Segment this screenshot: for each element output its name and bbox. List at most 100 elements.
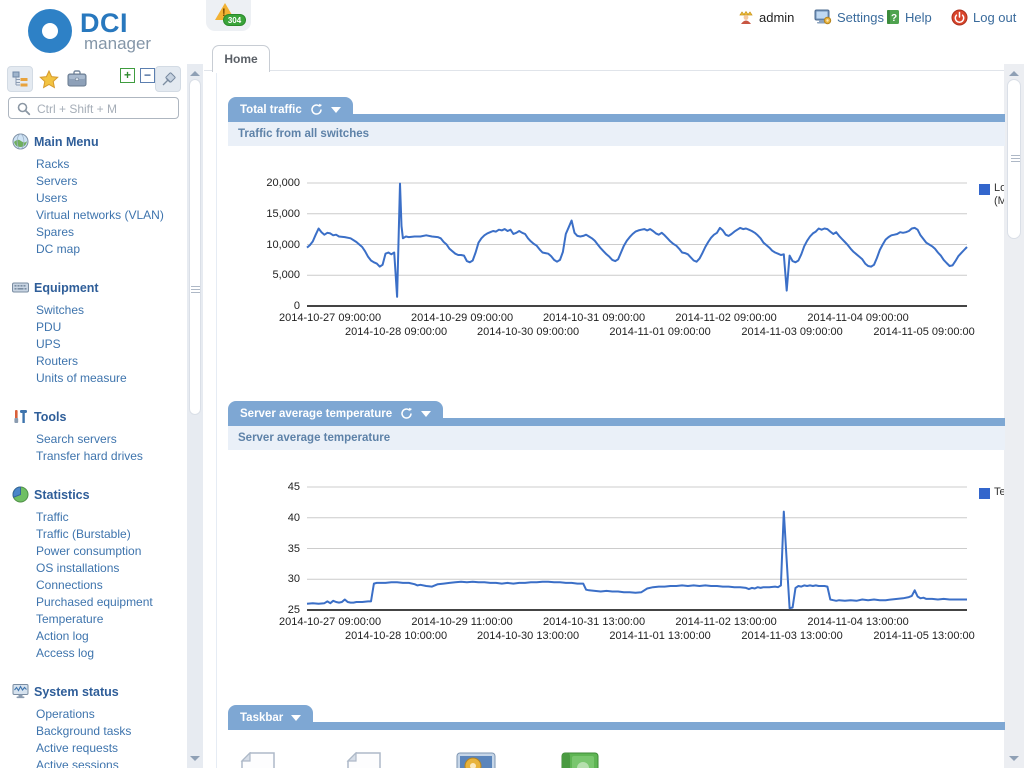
- y-axis-tick-label: 40: [287, 511, 300, 524]
- taskbar-item-document[interactable]: [346, 751, 382, 768]
- y-axis-tick-label: 5,000: [272, 269, 300, 282]
- document-icon: [240, 751, 275, 768]
- y-axis-tick-label: 45: [287, 481, 300, 493]
- sidebar-item[interactable]: Access log: [36, 646, 95, 660]
- sidebar-item[interactable]: Background tasks: [36, 724, 132, 738]
- briefcase-button[interactable]: [64, 66, 90, 92]
- total-traffic-panel-tab[interactable]: Total traffic: [228, 97, 353, 122]
- panel-dropdown-icon[interactable]: [330, 106, 341, 113]
- sidebar-scrollbar[interactable]: [187, 64, 203, 768]
- x-axis-tick-label: 2014-10-31 09:00:00: [543, 312, 646, 324]
- settings-link[interactable]: Settings: [814, 8, 884, 26]
- y-axis-tick-label: 35: [287, 542, 300, 555]
- x-axis-tick-label: 2014-10-27 09:00:00: [279, 616, 382, 628]
- settings-icon: [814, 9, 832, 25]
- sidebar-item[interactable]: Traffic (Burstable): [36, 527, 131, 541]
- server-average-temperature-plot: [306, 486, 967, 611]
- tree-view-button[interactable]: [7, 66, 33, 92]
- sidebar-item[interactable]: Routers: [36, 354, 79, 368]
- sidebar-item[interactable]: DC map: [36, 242, 81, 256]
- sidebar-item[interactable]: PDU: [36, 320, 62, 334]
- sidebar-item[interactable]: Users: [36, 191, 68, 205]
- x-axis-tick-label: 2014-10-31 13:00:00: [543, 616, 646, 628]
- quick-search-input[interactable]: Ctrl + Shift + M: [8, 97, 179, 119]
- sidebar-item[interactable]: UPS: [36, 337, 61, 351]
- sidebar-section-system-status[interactable]: System status: [0, 681, 186, 703]
- main-scroll-thumb[interactable]: [1007, 79, 1021, 239]
- admin-user-link[interactable]: admin: [738, 8, 794, 26]
- sidebar-section-equipment[interactable]: Equipment: [0, 277, 186, 299]
- chart-title: Server average temperature: [238, 432, 391, 444]
- sidebar-item[interactable]: Servers: [36, 174, 78, 188]
- sidebar-item[interactable]: Virtual networks (VLAN): [36, 208, 164, 222]
- tab-home[interactable]: Home: [212, 45, 270, 73]
- tree-icon: [12, 71, 27, 86]
- scroll-up-arrow-icon[interactable]: [1009, 71, 1019, 76]
- x-axis-tick-label: 2014-10-28 09:00:00: [345, 326, 448, 338]
- sidebar-section-main-menu[interactable]: Main Menu: [0, 131, 186, 153]
- logout-label: Log out: [973, 9, 1017, 25]
- sidebar-item[interactable]: Operations: [36, 707, 95, 721]
- sidebar-item[interactable]: Power consumption: [36, 544, 142, 558]
- sidebar-item[interactable]: Switches: [36, 303, 85, 317]
- expand-all-button[interactable]: +: [120, 68, 135, 83]
- refresh-icon[interactable]: [400, 407, 413, 420]
- server-average-temperature-line-series: [306, 510, 967, 610]
- pie-chart-icon: [12, 486, 29, 503]
- scroll-down-arrow-icon[interactable]: [1009, 756, 1019, 761]
- temperature-panel-bar: [228, 418, 1005, 426]
- sidebar-item[interactable]: Transfer hard drives: [36, 449, 143, 463]
- sidebar-item[interactable]: Racks: [36, 157, 70, 171]
- green-book-icon: [561, 752, 599, 768]
- scroll-down-arrow-icon[interactable]: [190, 756, 200, 761]
- section-statistics: Statistics Traffic Traffic (Burstable) Pow…: [0, 484, 186, 662]
- pin-menu-button[interactable]: [155, 66, 181, 92]
- sidebar-scroll-thumb[interactable]: [189, 79, 201, 415]
- monitor-icon: [12, 684, 29, 699]
- svg-text:?: ?: [891, 13, 897, 24]
- main-scrollbar[interactable]: [1004, 64, 1024, 768]
- temperature-subtitle-bar: Server average temperature: [228, 426, 1005, 450]
- panel-title: Total traffic: [240, 103, 302, 116]
- x-axis-tick-label: 2014-11-05 09:00:00: [873, 326, 975, 338]
- logout-link[interactable]: Log out: [951, 8, 1016, 26]
- document-icon: [346, 751, 381, 768]
- favorites-button[interactable]: [36, 66, 62, 92]
- x-axis-tick-label: 2014-11-05 13:00:00: [873, 630, 975, 642]
- sidebar-section-tools[interactable]: Tools: [0, 406, 186, 428]
- sidebar-item[interactable]: Connections: [36, 578, 103, 592]
- total-traffic-line-series: [306, 182, 968, 298]
- sidebar-item[interactable]: Traffic: [36, 510, 69, 524]
- sidebar-section-statistics[interactable]: Statistics: [0, 484, 186, 506]
- sidebar-item[interactable]: Action log: [36, 629, 89, 643]
- section-equipment: Equipment Switches PDU UPS Routers Units of …: [0, 277, 186, 387]
- total-traffic-subtitle-bar: Traffic from all switches: [228, 122, 1005, 146]
- briefcase-icon: [67, 70, 87, 87]
- taskbar-item-document[interactable]: [240, 751, 276, 768]
- sidebar-item[interactable]: Temperature: [36, 612, 104, 626]
- help-link[interactable]: ? Help: [886, 8, 932, 26]
- sidebar-item[interactable]: OS installations: [36, 561, 120, 575]
- taskbar-item-book[interactable]: [560, 752, 600, 768]
- panel-dropdown-icon[interactable]: [291, 714, 302, 721]
- settings-monitor-icon: [456, 752, 496, 768]
- sidebar-item[interactable]: Purchased equipment: [36, 595, 153, 609]
- scroll-up-arrow-icon[interactable]: [190, 71, 200, 76]
- temperature-panel-tab[interactable]: Server average temperature: [228, 401, 444, 426]
- y-axis-tick-label: 10,000: [266, 238, 300, 251]
- sidebar-item[interactable]: Active requests: [36, 741, 119, 755]
- refresh-icon[interactable]: [310, 103, 323, 116]
- taskbar-panel-tab[interactable]: Taskbar: [228, 705, 314, 730]
- notifications-tab[interactable]: 304: [206, 0, 251, 31]
- panel-dropdown-icon[interactable]: [421, 410, 432, 417]
- sidebar-item[interactable]: Spares: [36, 225, 75, 239]
- taskbar-item-settings[interactable]: [456, 752, 496, 768]
- keyboard-icon: [12, 282, 29, 293]
- sidebar-item[interactable]: Search servers: [36, 432, 117, 446]
- sidebar-item[interactable]: Active sessions: [36, 758, 119, 768]
- x-axis-tick-label: 2014-11-03 13:00:00: [741, 630, 843, 642]
- collapse-all-button[interactable]: −: [140, 68, 155, 83]
- x-axis-tick-label: 2014-10-28 10:00:00: [345, 630, 448, 642]
- scroll-grip-icon: [1010, 155, 1020, 162]
- sidebar-item[interactable]: Units of measure: [36, 371, 127, 385]
